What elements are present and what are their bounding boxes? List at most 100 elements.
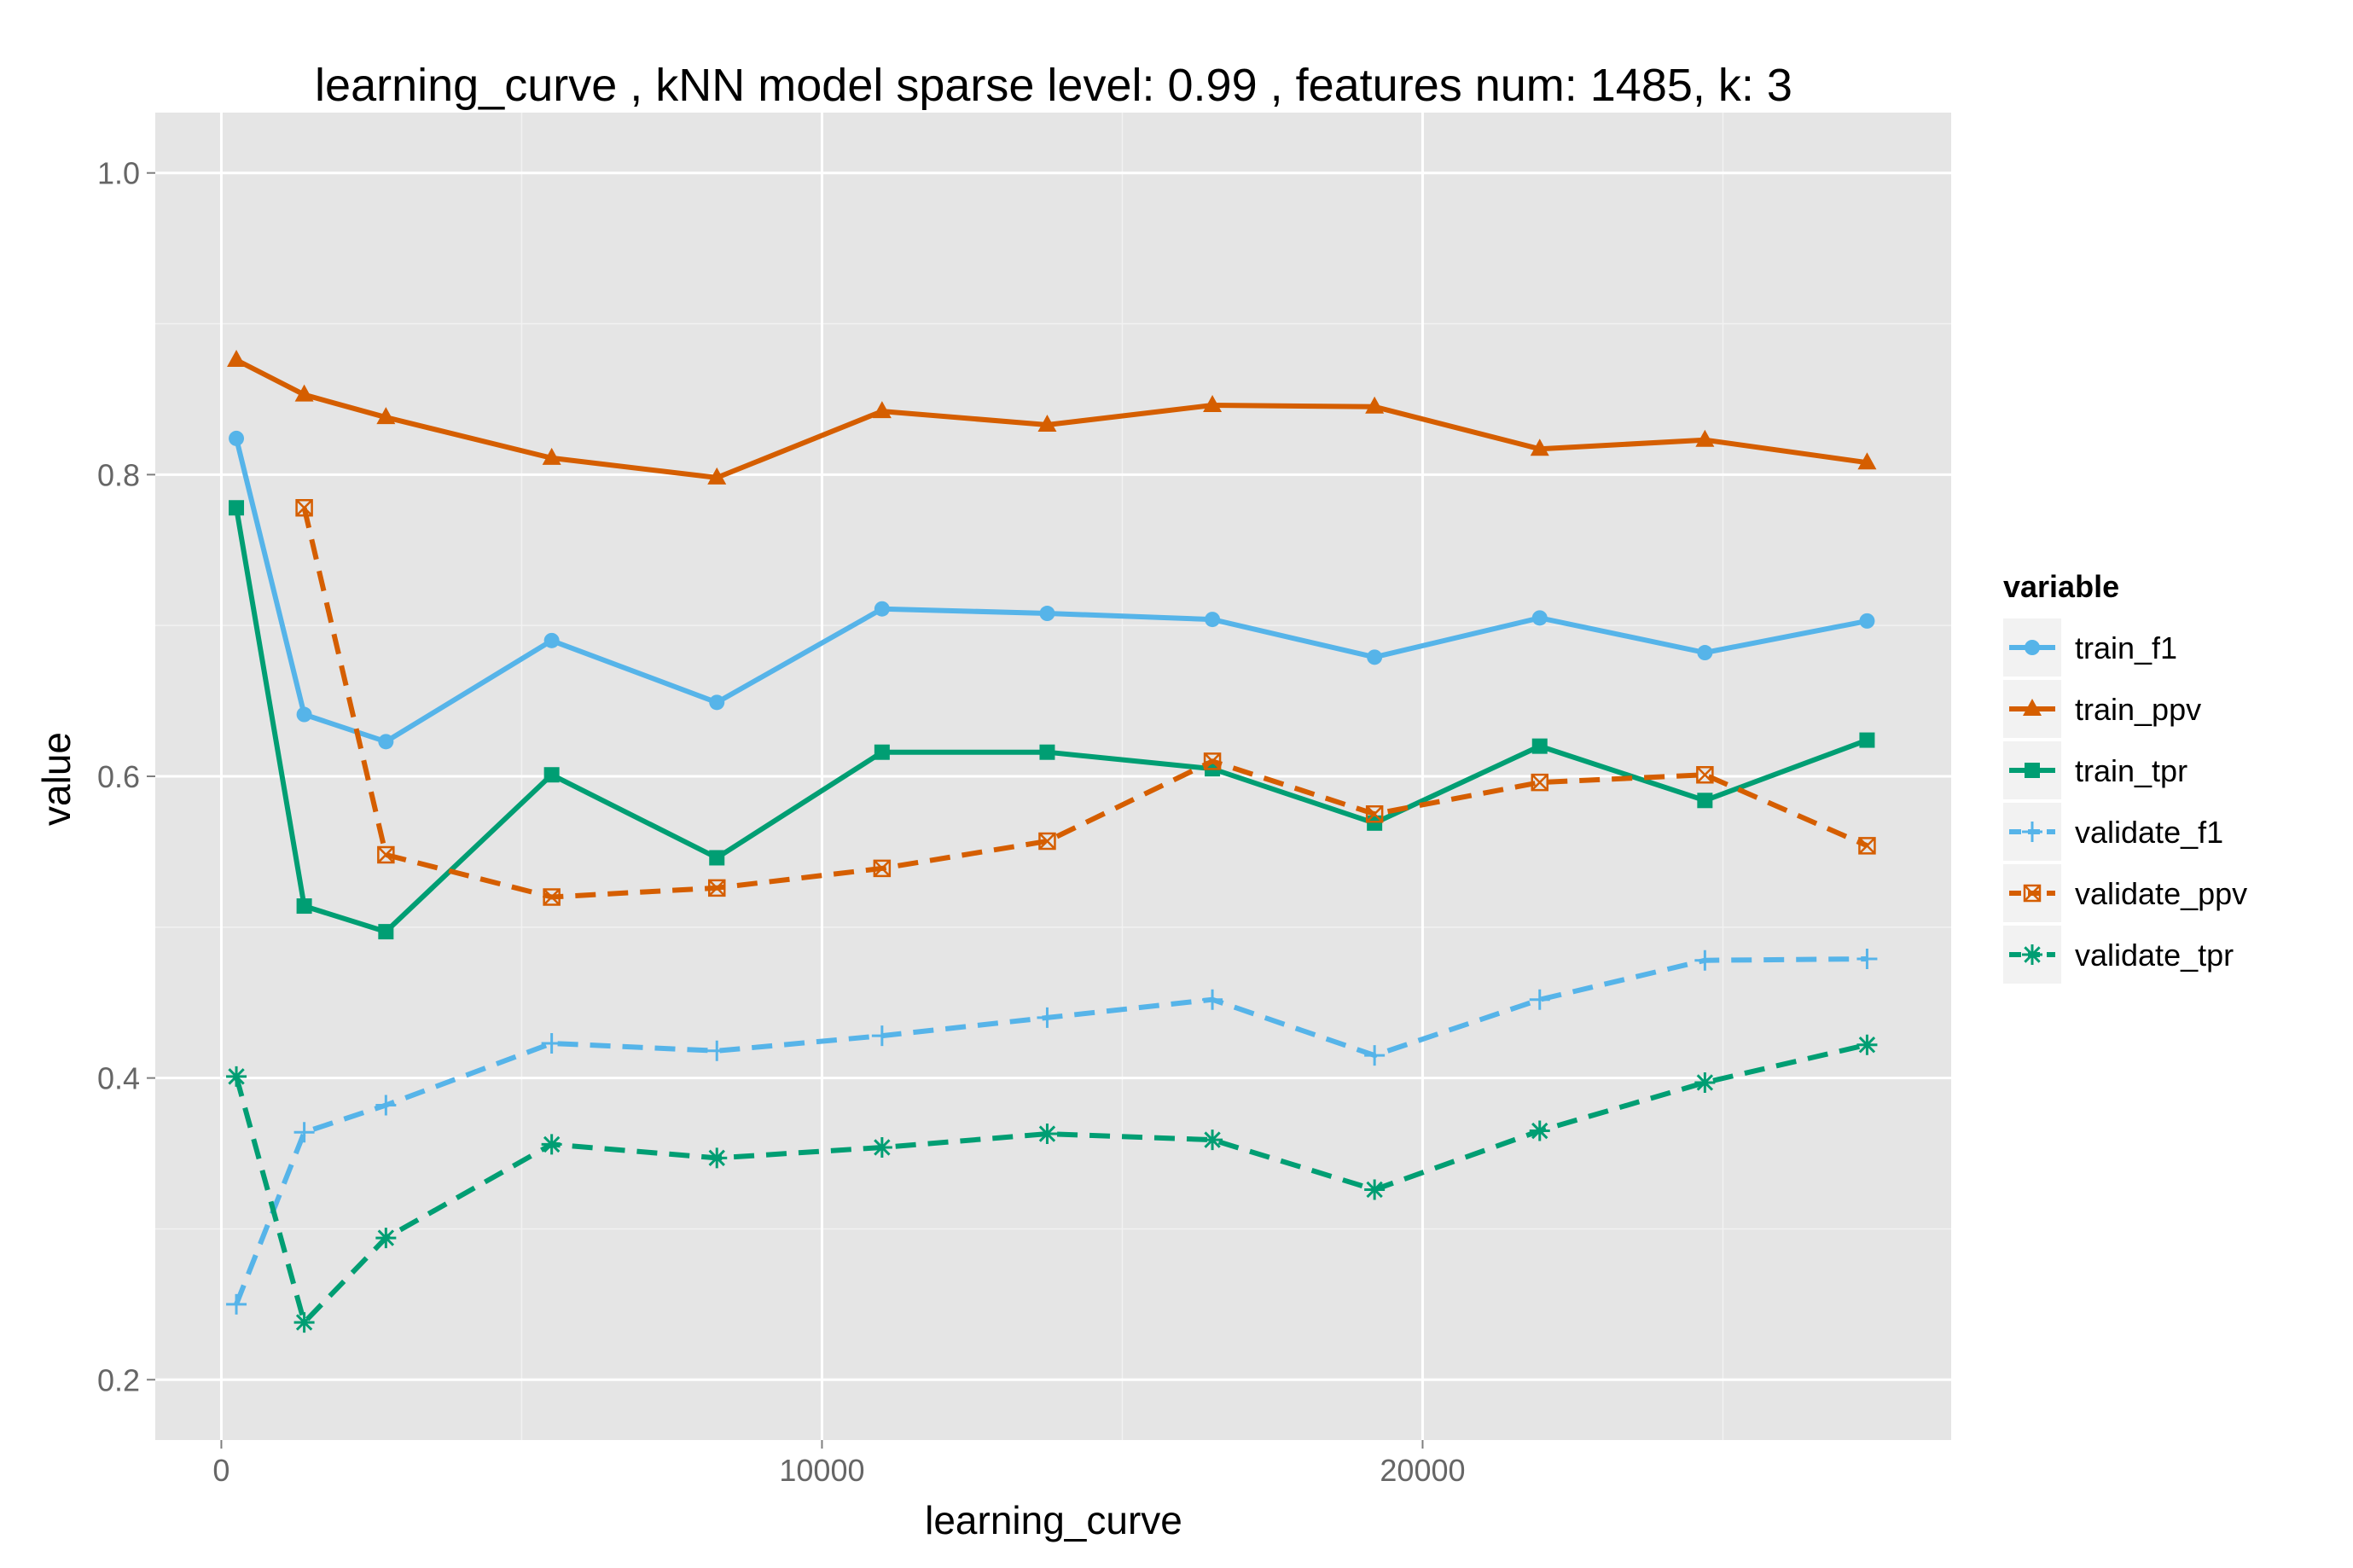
x-tick-label: 20000 bbox=[1380, 1453, 1465, 1488]
x-tick-label: 10000 bbox=[779, 1453, 864, 1488]
legend-items: train_f1 train_ppv train_tpr validate_f1val… bbox=[2003, 618, 2247, 984]
point-validate_f1 bbox=[1529, 989, 1550, 1010]
legend-label: validate_tpr bbox=[2075, 938, 2234, 973]
y-axis-title: value bbox=[34, 732, 78, 826]
point-train_ppv bbox=[376, 407, 396, 425]
major-gridlines bbox=[155, 113, 1951, 1440]
point-validate_ppv bbox=[873, 859, 892, 878]
line-validate_tpr bbox=[234, 1042, 1868, 1326]
point-validate_tpr bbox=[1037, 1124, 1058, 1145]
y-tick-label: 0.6 bbox=[97, 759, 140, 794]
point-train_ppv bbox=[294, 384, 314, 402]
series-layer bbox=[226, 349, 1878, 1333]
point-train_f1 bbox=[296, 706, 312, 723]
point-validate_f1 bbox=[1856, 948, 1878, 969]
point-train_f1 bbox=[1205, 612, 1221, 628]
point-train_f1 bbox=[229, 430, 245, 446]
point-validate_tpr bbox=[706, 1147, 728, 1169]
point-train_f1 bbox=[1039, 606, 1055, 622]
point-validate_tpr bbox=[1364, 1179, 1386, 1200]
legend-key-marker bbox=[2023, 884, 2042, 903]
line-validate_f1 bbox=[234, 956, 1868, 1306]
point-train_tpr bbox=[1859, 732, 1875, 748]
legend-item-validate_tpr: validate_tpr bbox=[2003, 926, 2234, 984]
point-validate_tpr bbox=[1856, 1034, 1878, 1055]
point-validate_f1 bbox=[1364, 1045, 1386, 1066]
point-validate_ppv bbox=[1858, 837, 1876, 855]
point-train_tpr bbox=[229, 500, 245, 516]
point-train_f1 bbox=[543, 632, 560, 648]
point-validate_tpr bbox=[1529, 1120, 1550, 1141]
legend-item-train_tpr: train_tpr bbox=[2003, 741, 2187, 799]
legend-key-marker bbox=[2023, 699, 2042, 716]
point-train_f1 bbox=[1531, 610, 1548, 626]
y-tick-label: 0.4 bbox=[97, 1061, 140, 1096]
y-tick-label: 1.0 bbox=[97, 156, 140, 191]
point-train_ppv bbox=[1857, 452, 1877, 470]
series-train_f1 bbox=[229, 430, 1875, 750]
point-train_tpr bbox=[378, 924, 394, 940]
series-train_tpr bbox=[229, 500, 1875, 940]
series-validate_tpr bbox=[226, 1034, 1878, 1333]
point-validate_f1 bbox=[293, 1122, 315, 1143]
point-validate_tpr bbox=[1694, 1071, 1716, 1093]
point-validate_f1 bbox=[541, 1032, 562, 1054]
series-validate_f1 bbox=[226, 948, 1878, 1315]
point-train_ppv bbox=[1365, 396, 1385, 414]
legend-item-validate_ppv: validate_ppv bbox=[2003, 864, 2247, 922]
legend-key-marker bbox=[2022, 822, 2042, 842]
chart-title: learning_curve , kNN model sparse level:… bbox=[315, 60, 1792, 111]
line-validate_ppv bbox=[301, 507, 1868, 900]
point-validate_f1 bbox=[226, 1293, 247, 1315]
point-train_ppv bbox=[872, 401, 892, 419]
point-train_tpr bbox=[1697, 793, 1713, 809]
point-validate_tpr bbox=[541, 1134, 562, 1155]
legend-key-marker bbox=[2025, 640, 2040, 655]
point-train_ppv bbox=[1530, 438, 1549, 456]
legend-label: train_f1 bbox=[2075, 630, 2177, 665]
point-train_tpr bbox=[543, 767, 560, 783]
point-train_f1 bbox=[1697, 645, 1713, 661]
legend-title: variable bbox=[2003, 569, 2119, 604]
point-train_tpr bbox=[874, 744, 890, 760]
point-train_ppv bbox=[1203, 395, 1223, 413]
point-train_f1 bbox=[709, 694, 725, 711]
legend-label: train_ppv bbox=[2075, 692, 2201, 727]
point-train_ppv bbox=[707, 467, 727, 485]
legend-label: validate_ppv bbox=[2075, 876, 2247, 911]
point-validate_ppv bbox=[543, 888, 561, 906]
legend-item-train_ppv: train_ppv bbox=[2003, 680, 2201, 738]
y-tick-label: 0.2 bbox=[97, 1362, 140, 1397]
legend-item-validate_f1: validate_f1 bbox=[2003, 803, 2223, 861]
point-validate_tpr bbox=[871, 1136, 892, 1158]
x-tick-label: 0 bbox=[212, 1453, 229, 1488]
point-validate_ppv bbox=[708, 879, 726, 897]
point-validate_tpr bbox=[293, 1312, 315, 1333]
point-train_tpr bbox=[296, 898, 312, 915]
legend-label: validate_f1 bbox=[2075, 815, 2223, 850]
point-validate_ppv bbox=[295, 499, 313, 517]
legend-item-train_f1: train_f1 bbox=[2003, 618, 2177, 677]
point-train_f1 bbox=[378, 734, 394, 750]
legend-key-marker bbox=[2025, 763, 2040, 778]
line-train_tpr bbox=[234, 507, 1868, 935]
y-axis: 0.2 0.4 0.6 0.8 1.0 bbox=[97, 156, 155, 1397]
line-train_ppv bbox=[235, 357, 1868, 480]
point-validate_f1 bbox=[1694, 950, 1716, 971]
legend-label: train_tpr bbox=[2075, 753, 2187, 788]
point-validate_f1 bbox=[1037, 1007, 1058, 1028]
point-train_tpr bbox=[1531, 738, 1548, 754]
point-validate_f1 bbox=[706, 1040, 728, 1061]
point-train_f1 bbox=[1367, 649, 1383, 665]
point-validate_tpr bbox=[226, 1066, 247, 1087]
point-train_ppv bbox=[227, 349, 247, 367]
x-axis-title: learning_curve bbox=[925, 1498, 1182, 1542]
series-train_ppv bbox=[227, 349, 1877, 485]
legend-key-marker bbox=[2022, 944, 2042, 965]
x-axis: 0 10000 20000 bbox=[212, 1440, 1466, 1488]
point-train_tpr bbox=[1367, 815, 1383, 831]
point-train_tpr bbox=[1039, 744, 1055, 760]
point-train_f1 bbox=[1859, 613, 1875, 629]
